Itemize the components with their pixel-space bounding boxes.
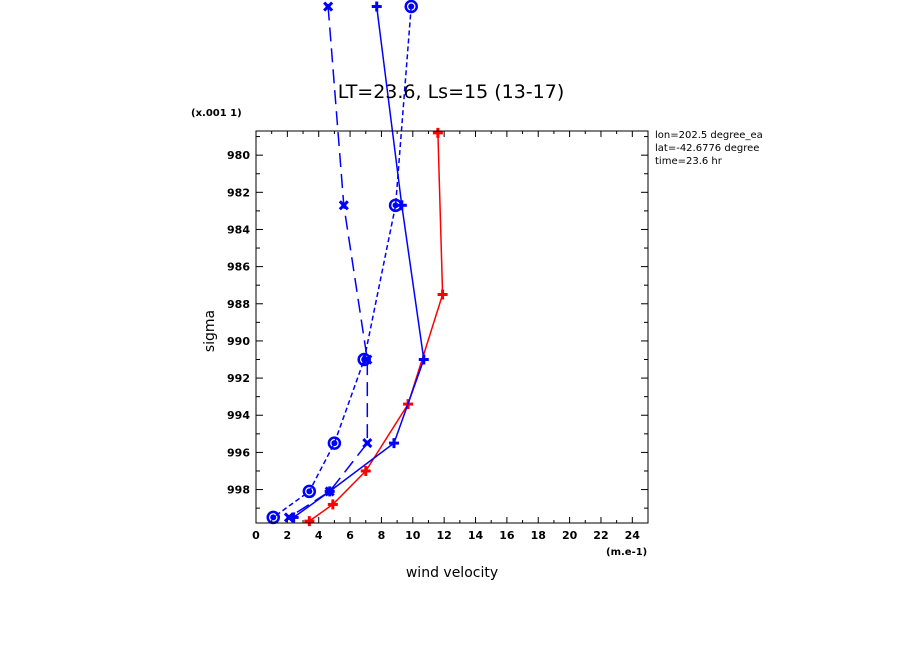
x-tick-label: 20 [562,529,578,542]
series-line-4 [272,6,412,519]
series-3-marker [323,1,334,12]
annotation-lon: lon=202.5 degree_ea [655,130,763,141]
series-3-marker [338,200,349,211]
x-tick-label: 16 [499,529,515,542]
annotation-time: time=23.6 hr [655,156,723,167]
y-tick-label: 988 [227,298,250,311]
annotation-mask [780,125,904,170]
plot-frame [255,130,649,524]
x-tick-label: 8 [378,529,386,542]
series-1-marker [327,499,338,510]
series-4-marker [327,436,342,450]
x-tick-label: 14 [468,529,484,542]
series-3-marker [324,486,335,497]
annotation-lat: lat=-42.6776 degree [655,143,759,154]
y-tick-label: 986 [227,261,250,274]
series-4-marker [357,352,371,367]
y-axis-label: sigma [202,310,218,352]
series-line-3 [288,6,369,519]
series-2-marker [371,1,382,12]
y-tick-label: 990 [227,335,250,348]
series-line-1 [308,132,444,522]
x-axis-label: wind velocity [406,565,498,581]
y-tick-label: 998 [227,484,250,497]
x-tick-label: 18 [531,529,546,542]
series-4-marker [302,484,317,499]
x-scale-note: (m.e-1) [606,547,647,558]
series-4-marker [404,0,418,14]
y-tick-label: 982 [227,186,250,199]
chart-title: LT=23.6, Ls=15 (13-17) [338,81,565,103]
x-tick-label: 4 [315,529,323,542]
x-tick-label: 10 [405,529,421,542]
series-1-marker [360,465,371,476]
series-1-marker [437,289,448,300]
y-tick-label: 992 [227,372,250,385]
x-tick-label: 6 [346,529,354,542]
series-2-marker [388,438,399,449]
annotation-block: lon=202.5 degree_ea lat=-42.6776 degree … [655,130,763,167]
series-4-marker [388,198,403,213]
x-tick-label: 2 [284,529,292,542]
series-1-marker [432,127,443,138]
y-tick-label: 980 [227,149,250,162]
y-tick-label: 994 [227,409,250,422]
x-tick-label: 24 [625,529,641,542]
x-tick-label: 0 [252,529,260,542]
series-2-marker [418,354,429,365]
x-axis: 0 2 4 6 8 10 12 14 16 18 20 22 24 [252,131,649,542]
series-1-marker [304,516,315,527]
y-tick-label: 996 [227,446,250,459]
x-tick-label: 22 [593,529,608,542]
x-tick-label: 12 [437,529,452,542]
series-layer [266,0,448,527]
y-axis: 980 982 984 986 988 990 992 994 996 998 [227,136,648,509]
y-scale-note: (x.001 1) [191,108,242,119]
series-3-marker [362,438,373,449]
series-4-marker [266,510,280,525]
y-tick-label: 984 [227,223,250,236]
